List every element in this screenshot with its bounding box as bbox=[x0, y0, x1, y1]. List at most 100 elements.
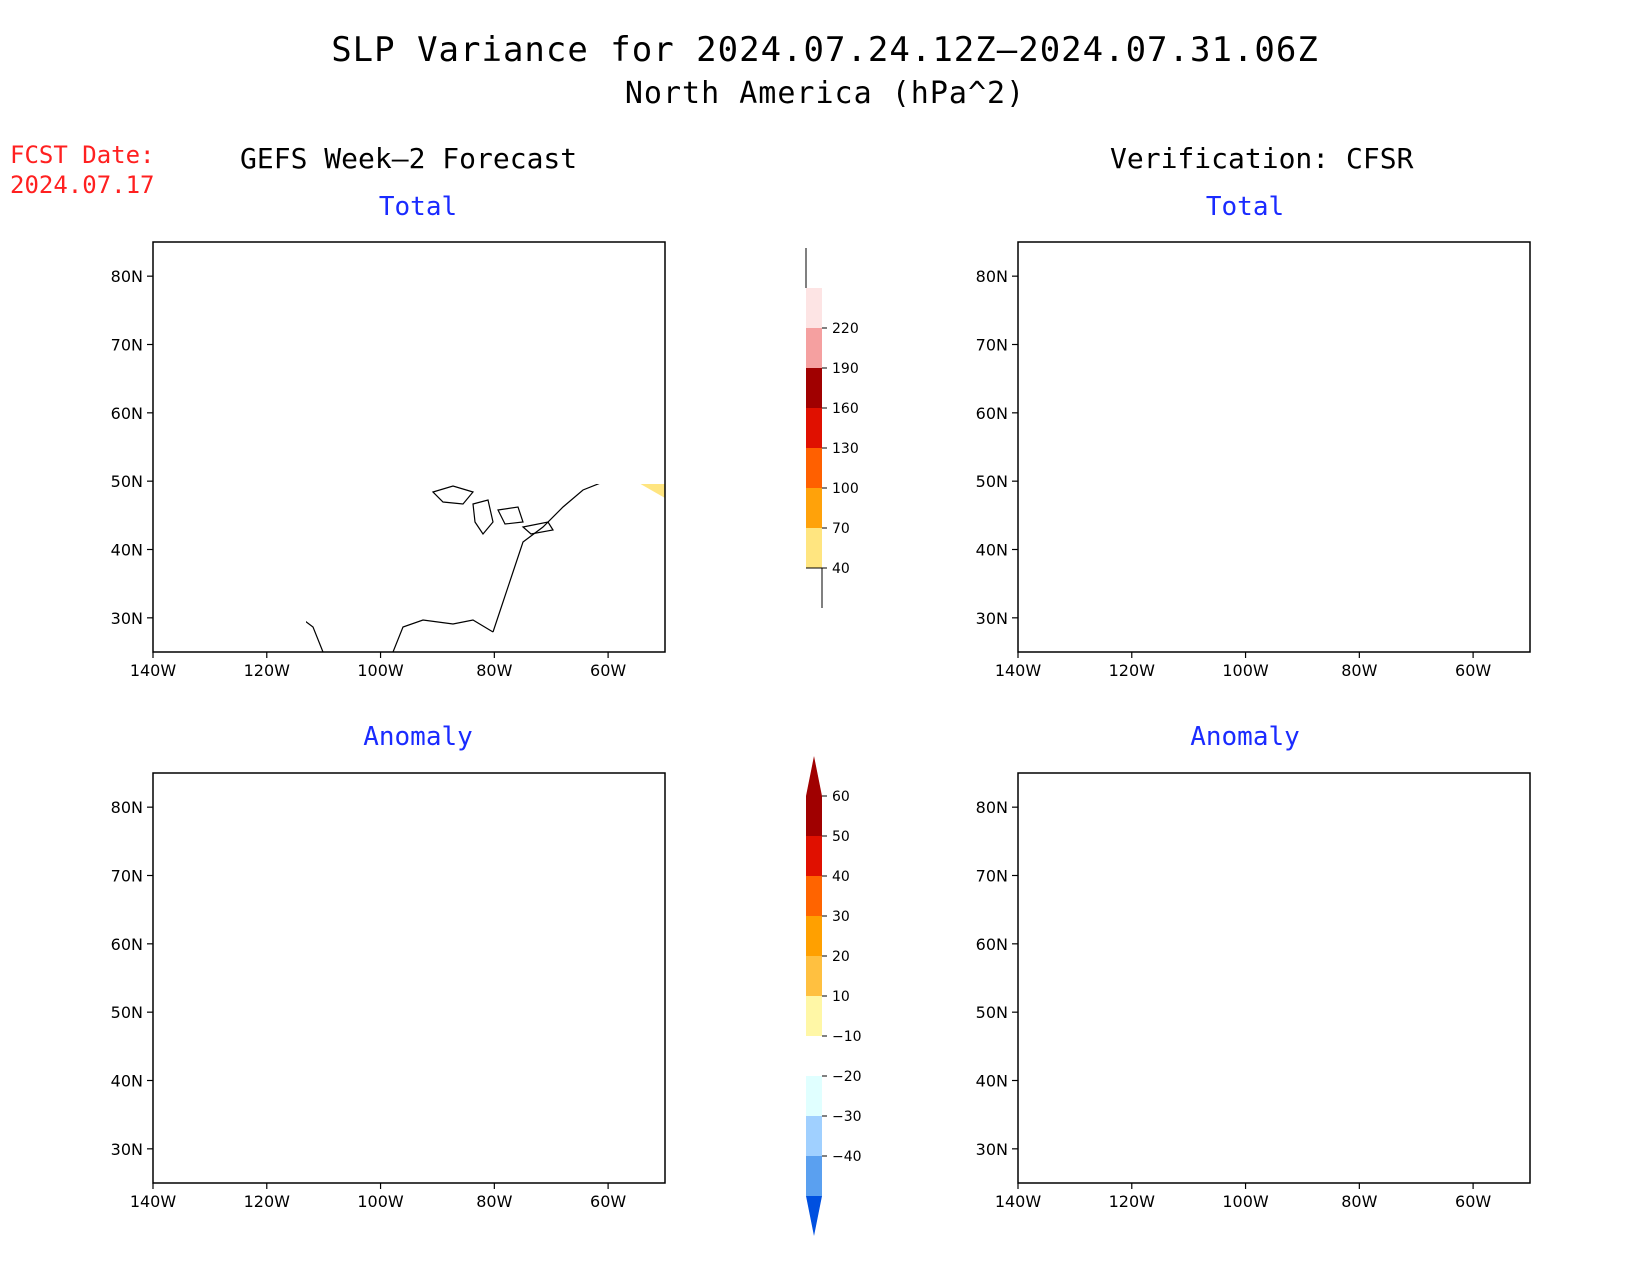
colorbar-swatch bbox=[806, 328, 822, 368]
colorbar-label: 160 bbox=[832, 401, 859, 417]
lat-tick-label: 30N bbox=[976, 1140, 1008, 1159]
lat-tick-label: 50N bbox=[111, 472, 143, 491]
main-title: SLP Variance for 2024.07.24.12Z—2024.07.… bbox=[331, 30, 1319, 70]
shaded-region bbox=[1238, 402, 1368, 452]
lat-tick-label: 60N bbox=[976, 935, 1008, 954]
coastline bbox=[306, 484, 666, 653]
lon-tick-label: 100W bbox=[357, 1192, 404, 1211]
lat-tick-label: 50N bbox=[976, 1003, 1008, 1022]
map-frame bbox=[152, 772, 666, 1184]
shaded-region bbox=[1218, 857, 1338, 897]
anomaly-colorbar: 60 50 40 30 20 10 −10 −20 −30 −40 bbox=[806, 756, 862, 1236]
colorbar-swatch bbox=[806, 368, 822, 408]
shaded-region bbox=[1248, 935, 1338, 967]
colorbar-swatch bbox=[806, 876, 822, 916]
lon-tick-label: 80W bbox=[476, 661, 512, 680]
map-panel-fc-total: 80N 70N 60N 50N 40N 30N 140W 120W 100W 80W 60W bbox=[111, 241, 666, 680]
shaded-region bbox=[1168, 837, 1530, 969]
lat-tick-label: 40N bbox=[111, 541, 143, 560]
lon-tick-label: 140W bbox=[995, 1192, 1042, 1211]
lat-tick-label: 80N bbox=[976, 798, 1008, 817]
colorbar-swatch bbox=[806, 448, 822, 488]
colorbar-swatch bbox=[806, 1076, 822, 1116]
colorbar-arrow-bottom bbox=[806, 1196, 822, 1236]
lat-tick-label: 60N bbox=[111, 935, 143, 954]
lat-tick-label: 50N bbox=[111, 1003, 143, 1022]
lat-tick-label: 80N bbox=[111, 267, 143, 286]
lat-tick-label: 30N bbox=[976, 609, 1008, 628]
panel-title-forecast-anomaly: Anomaly bbox=[363, 722, 473, 752]
lon-tick-label: 60W bbox=[1455, 661, 1491, 680]
colorbar-label: −30 bbox=[832, 1109, 862, 1125]
lon-tick-label: 140W bbox=[130, 1192, 177, 1211]
lat-tick-label: 70N bbox=[976, 336, 1008, 355]
lat-tick-label: 80N bbox=[111, 798, 143, 817]
lat-tick-label: 30N bbox=[111, 609, 143, 628]
lat-tick-label: 60N bbox=[976, 404, 1008, 423]
shaded-region bbox=[1233, 867, 1303, 893]
shaded-region bbox=[640, 484, 665, 498]
shaded-region bbox=[1188, 927, 1368, 969]
shaded-region bbox=[1018, 821, 1088, 863]
shaded-region bbox=[1018, 803, 1530, 991]
panel-title-forecast-total: Total bbox=[378, 192, 458, 222]
lon-tick-label: 120W bbox=[1109, 1192, 1156, 1211]
lon-tick-label: 60W bbox=[590, 1192, 626, 1211]
shaded-region bbox=[1288, 995, 1388, 1027]
colorbar-end bbox=[806, 567, 823, 608]
colorbar-swatch bbox=[806, 1116, 822, 1156]
lon-tick-label: 100W bbox=[1222, 1192, 1269, 1211]
lon-tick-label: 140W bbox=[995, 661, 1042, 680]
colorbar-label: 30 bbox=[832, 909, 850, 925]
lat-tick-label: 40N bbox=[976, 541, 1008, 560]
lat-tick-label: 40N bbox=[111, 1072, 143, 1091]
panel-title-verification-total: Total bbox=[1205, 192, 1285, 222]
map-frame bbox=[152, 241, 666, 653]
subtitle: North America (hPa^2) bbox=[624, 76, 1026, 111]
forecast-column-title: GEFS Week—2 Forecast bbox=[240, 142, 578, 175]
colorbar-swatch bbox=[806, 996, 822, 1036]
total-colorbar: 40 70 100 130 160 190 220 bbox=[805, 248, 859, 608]
lon-tick-label: 120W bbox=[244, 1192, 291, 1211]
colorbar-label: 10 bbox=[832, 989, 850, 1005]
map-frame bbox=[1017, 772, 1531, 1184]
shaded-region bbox=[1078, 813, 1530, 983]
panel-title-verification-anomaly: Anomaly bbox=[1190, 722, 1300, 752]
colorbar-swatch bbox=[806, 408, 822, 448]
lon-tick-label: 120W bbox=[1109, 661, 1156, 680]
colorbar-label: 130 bbox=[832, 441, 859, 457]
fcst-date-block: FCST Date: 2024.07.17 bbox=[10, 140, 155, 200]
shaded-region bbox=[1268, 943, 1328, 965]
lon-tick-label: 60W bbox=[590, 661, 626, 680]
map-panel-ver-total: 80N 70N 60N 50N 40N 30N 140W 120W 100W 80W 60W bbox=[976, 241, 1531, 680]
colorbar-label: −20 bbox=[832, 1069, 862, 1085]
shaded-region bbox=[1228, 322, 1318, 366]
shaded-region bbox=[1058, 274, 1530, 466]
colorbar-swatch bbox=[806, 1156, 822, 1196]
shaded-region bbox=[263, 861, 453, 915]
fcst-date-label: FCST Date: bbox=[10, 141, 155, 169]
colorbar-label: 20 bbox=[832, 949, 850, 965]
map-panel-ver-anom: 80N 70N 60N 50N 40N 30N 140W 120W 100W 80W 60W bbox=[976, 772, 1531, 1211]
shaded-region bbox=[1498, 843, 1530, 859]
lat-tick-label: 70N bbox=[976, 867, 1008, 886]
coastline bbox=[153, 779, 665, 1183]
lon-tick-label: 80W bbox=[1341, 661, 1377, 680]
map-frame bbox=[1017, 241, 1531, 653]
colorbar-swatch bbox=[806, 836, 822, 876]
lat-tick-label: 50N bbox=[976, 472, 1008, 491]
colorbar-swatch bbox=[806, 796, 822, 836]
lon-tick-label: 140W bbox=[130, 661, 177, 680]
colorbar-swatch bbox=[806, 528, 822, 568]
lon-tick-label: 100W bbox=[1222, 661, 1269, 680]
colorbar-swatch bbox=[806, 1036, 822, 1076]
colorbar-label: 60 bbox=[832, 789, 850, 805]
colorbar-label: −10 bbox=[832, 1029, 862, 1045]
colorbar-label: 100 bbox=[832, 481, 859, 497]
shaded-region bbox=[1488, 919, 1526, 947]
lon-tick-label: 100W bbox=[357, 661, 404, 680]
coastline bbox=[1018, 248, 1530, 652]
colorbar-arrow-top bbox=[806, 756, 822, 796]
verification-column-title: Verification: CFSR bbox=[1110, 142, 1414, 175]
